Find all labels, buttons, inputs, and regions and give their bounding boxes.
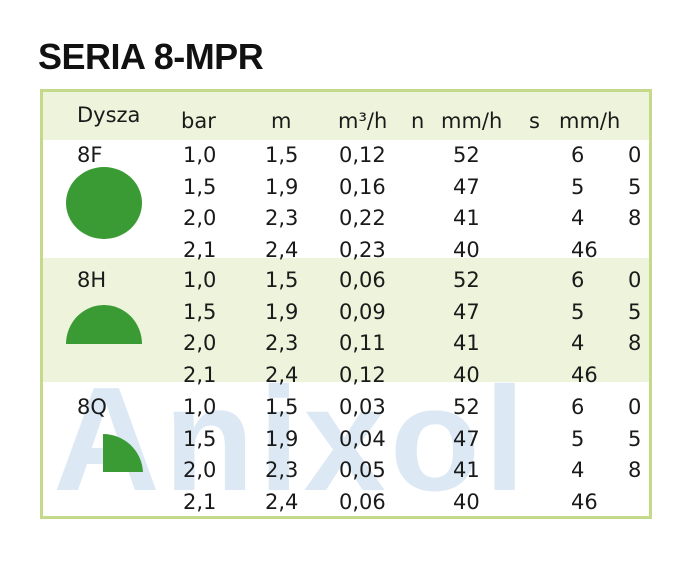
cell-s: 5: [628, 299, 642, 324]
cell-bar: 1,5: [183, 426, 217, 451]
cell-mmh: 5: [571, 426, 585, 451]
cell-bar: 2,0: [183, 458, 217, 482]
spec-table: Anixol Dysza bar m m³/h n mm/h s mm/h 8F 1,0 1,5 0…: [40, 89, 652, 519]
cell-n: 41: [453, 458, 480, 482]
cell-bar: 1,5: [183, 299, 217, 324]
cell-flow: 0,22: [339, 206, 386, 230]
cell-n: 47: [453, 174, 480, 199]
cell-flow: 0,06: [339, 489, 386, 514]
cell-s: 8: [628, 331, 642, 355]
cell-mmh: 5: [571, 299, 585, 324]
header-bar: bar: [181, 109, 216, 133]
watermark-text: Anixol: [53, 357, 530, 519]
nozzle-label: 8H: [77, 268, 107, 292]
cell-bar: 2,1: [183, 489, 217, 514]
cell-flow: 0,06: [339, 268, 386, 292]
header-flow: m³/h: [338, 109, 388, 133]
cell-mmh: 6: [571, 395, 585, 419]
cell-flow: 0,11: [339, 331, 386, 355]
cell-m: 2,4: [265, 489, 299, 514]
cell-m: 1,9: [265, 299, 299, 324]
half-circle-icon: [66, 305, 142, 344]
cell-flow: 0,12: [339, 143, 386, 167]
cell-s: 5: [628, 426, 642, 451]
cell-bar: 1,0: [183, 395, 217, 419]
cell-m: 2,3: [265, 458, 299, 482]
nozzle-label: 8F: [77, 143, 103, 167]
cell-mmh: 4: [571, 458, 585, 482]
cell-mmh: 4: [571, 206, 585, 230]
header-m: m: [271, 109, 292, 133]
cell-bar: 1,0: [183, 268, 217, 292]
full-circle-icon: [66, 167, 142, 239]
cell-n: 52: [453, 268, 480, 292]
page-title: SERIA 8-MPR: [38, 36, 264, 77]
cell-n: 47: [453, 299, 480, 324]
cell-n: 52: [453, 395, 480, 419]
cell-n: 40: [453, 362, 480, 387]
cell-m: 1,5: [265, 143, 299, 167]
cell-bar: 2,1: [183, 362, 217, 387]
cell-bar: 1,0: [183, 143, 217, 167]
cell-s: 8: [628, 206, 642, 230]
header-band: [43, 92, 649, 140]
cell-flow: 0,16: [339, 174, 386, 199]
cell-bar: 2,0: [183, 206, 217, 230]
header-s: s: [529, 109, 540, 133]
cell-mmh: 6: [571, 268, 585, 292]
cell-s: 0: [628, 395, 642, 419]
header-mmh-2: mm/h: [559, 109, 621, 133]
header-mmh-1: mm/h: [441, 109, 503, 133]
cell-m: 1,5: [265, 268, 299, 292]
cell-mmh: 46: [571, 489, 598, 514]
cell-m: 1,9: [265, 174, 299, 199]
cell-n: 41: [453, 331, 480, 355]
cell-n: 40: [453, 237, 480, 262]
cell-n: 41: [453, 206, 480, 230]
cell-mmh: 46: [571, 237, 598, 262]
cell-mmh: 5: [571, 174, 585, 199]
cell-n: 40: [453, 489, 480, 514]
cell-m: 1,9: [265, 426, 299, 451]
quarter-circle-icon: [103, 433, 143, 472]
cell-n: 47: [453, 426, 480, 451]
band-8f: [43, 140, 649, 258]
cell-s: 5: [628, 174, 642, 199]
cell-flow: 0,23: [339, 237, 386, 262]
header-dysza: Dysza: [77, 103, 141, 127]
cell-flow: 0,04: [339, 426, 386, 451]
cell-flow: 0,05: [339, 458, 386, 482]
cell-s: 0: [628, 143, 642, 167]
cell-mmh: 6: [571, 143, 585, 167]
band-8q: [43, 382, 649, 516]
cell-mmh: 46: [571, 362, 598, 387]
cell-flow: 0,12: [339, 362, 386, 387]
cell-mmh: 4: [571, 331, 585, 355]
cell-m: 2,3: [265, 331, 299, 355]
cell-bar: 2,1: [183, 237, 217, 262]
cell-n: 52: [453, 143, 480, 167]
cell-flow: 0,03: [339, 395, 386, 419]
cell-flow: 0,09: [339, 299, 386, 324]
cell-m: 1,5: [265, 395, 299, 419]
cell-s: 0: [628, 268, 642, 292]
cell-bar: 2,0: [183, 331, 217, 355]
header-n: n: [411, 109, 425, 133]
cell-m: 2,3: [265, 206, 299, 230]
cell-bar: 1,5: [183, 174, 217, 199]
cell-m: 2,4: [265, 362, 299, 387]
cell-s: 8: [628, 458, 642, 482]
band-8h: [43, 258, 649, 382]
cell-m: 2,4: [265, 237, 299, 262]
nozzle-label: 8Q: [77, 395, 107, 419]
